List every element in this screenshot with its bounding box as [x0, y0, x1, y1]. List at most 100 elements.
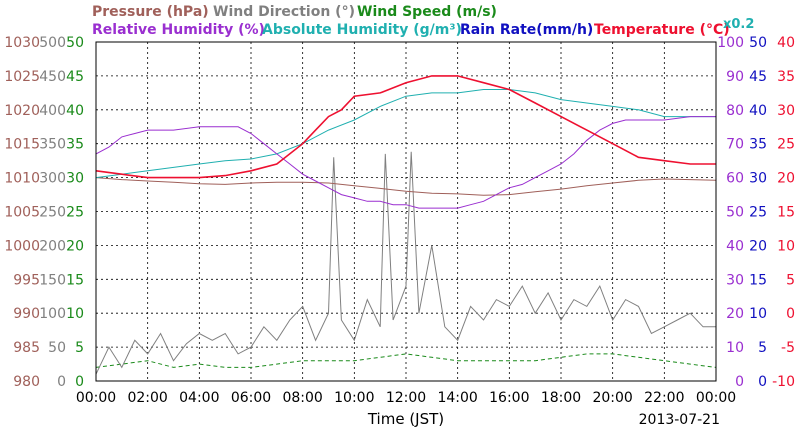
tick-label-temperature: -5 — [781, 340, 795, 356]
date-label: 2013-07-21 — [639, 412, 720, 428]
tick-label-humidity: 20 — [726, 306, 744, 322]
series-line — [95, 177, 717, 196]
left-axes: 1030102510201015101010051000995990985980… — [4, 35, 84, 390]
tick-label-rain: 40 — [749, 103, 767, 119]
tick-label-wind_speed: 35 — [66, 137, 84, 153]
tick-label-temperature: 20 — [777, 171, 795, 187]
tick-label-temperature: 0 — [786, 306, 795, 322]
x-tick-label: 18:00 — [541, 390, 581, 406]
tick-label-wind_speed: 30 — [66, 171, 84, 187]
header-label: Pressure (hPa) — [92, 4, 209, 20]
series-line — [95, 353, 717, 368]
tick-label-pressure: 1005 — [4, 205, 40, 221]
tick-label-humidity: 70 — [726, 137, 744, 153]
tick-label-wind_dir: 200 — [39, 238, 66, 254]
tick-label-rain: 50 — [749, 35, 767, 51]
tick-label-wind_dir: 250 — [39, 205, 66, 221]
chart-header: Pressure (hPa) Wind Direction (°) Wind Spe… — [92, 4, 754, 38]
plot-frame — [95, 41, 717, 382]
tick-label-rain: 5 — [758, 340, 767, 356]
tick-label-rain: 35 — [749, 137, 767, 153]
x-axis-title: Time (JST) — [367, 410, 444, 428]
tick-label-wind_dir: 500 — [39, 35, 66, 51]
tick-label-pressure: 1010 — [4, 171, 40, 187]
x-tick-label: 12:00 — [386, 390, 426, 406]
x-tick-label: 06:00 — [231, 390, 271, 406]
series-line — [95, 116, 716, 209]
tick-label-pressure: 990 — [13, 306, 40, 322]
x-tick-label: 14:00 — [437, 390, 477, 406]
tick-label-pressure: 1030 — [4, 35, 40, 51]
header-label: Rain Rate(mm/h) — [460, 22, 593, 38]
tick-label-temperature: 35 — [777, 69, 795, 85]
tick-label-wind_speed: 25 — [66, 205, 84, 221]
tick-label-pressure: 1020 — [4, 103, 40, 119]
multiplier-label: x0.2 — [723, 17, 754, 32]
x-tick-label: 22:00 — [644, 390, 684, 406]
tick-label-temperature: 15 — [777, 205, 795, 221]
tick-label-wind_speed: 15 — [66, 272, 84, 288]
tick-label-wind_speed: 5 — [75, 340, 84, 356]
tick-label-wind_speed: 0 — [75, 374, 84, 390]
series-line — [95, 75, 716, 179]
tick-label-temperature: 40 — [777, 35, 795, 51]
tick-label-temperature: 5 — [786, 272, 795, 288]
tick-label-wind_dir: 350 — [39, 137, 66, 153]
tick-label-wind_speed: 20 — [66, 238, 84, 254]
tick-label-humidity: 40 — [726, 238, 744, 254]
x-axis: 00:00 02:00 04:00 06:00 08:00 10:00 12:00 14:00… — [76, 390, 736, 428]
tick-label-rain: 20 — [749, 238, 767, 254]
tick-label-rain: 15 — [749, 272, 767, 288]
header-label: Wind Speed (m/s) — [357, 4, 497, 20]
tick-label-wind_dir: 150 — [39, 272, 66, 288]
x-tick-label: 00:00 — [696, 390, 736, 406]
header-label: Wind Direction (°) — [213, 4, 355, 20]
tick-label-humidity: 50 — [726, 205, 744, 221]
x-tick-label: 00:00 — [76, 390, 116, 406]
tick-label-humidity: 30 — [726, 272, 744, 288]
tick-label-temperature: 30 — [777, 103, 795, 119]
tick-label-pressure: 980 — [13, 374, 40, 390]
tick-label-wind_speed: 50 — [66, 35, 84, 51]
series-line — [95, 151, 716, 375]
tick-label-wind_speed: 40 — [66, 103, 84, 119]
tick-label-wind_dir: 400 — [39, 103, 66, 119]
tick-label-wind_dir: 100 — [39, 306, 66, 322]
tick-label-humidity: 0 — [735, 374, 744, 390]
tick-label-temperature: -10 — [772, 374, 795, 390]
tick-label-humidity: 10 — [726, 340, 744, 356]
header-label: Temperature (°C) — [594, 22, 730, 38]
x-tick-label: 02:00 — [127, 390, 167, 406]
tick-label-wind_speed: 10 — [66, 306, 84, 322]
tick-label-rain: 45 — [749, 69, 767, 85]
tick-label-rain: 10 — [749, 306, 767, 322]
tick-label-humidity: 60 — [726, 171, 744, 187]
tick-label-temperature: 25 — [777, 137, 795, 153]
tick-label-rain: 25 — [749, 205, 767, 221]
tick-label-rain: 0 — [758, 374, 767, 390]
x-tick-label: 16:00 — [489, 390, 529, 406]
right-axes: 1009080706050403020100504540353025201510… — [717, 35, 795, 390]
tick-label-wind_dir: 0 — [57, 374, 66, 390]
tick-label-humidity: 90 — [726, 69, 744, 85]
tick-label-pressure: 1000 — [4, 238, 40, 254]
header-label: Absolute Humidity (g/m³) — [262, 22, 462, 38]
tick-label-wind_dir: 50 — [48, 340, 66, 356]
tick-label-wind_speed: 45 — [66, 69, 84, 85]
tick-label-rain: 30 — [749, 171, 767, 187]
x-tick-label: 04:00 — [179, 390, 219, 406]
tick-label-humidity: 100 — [717, 35, 744, 51]
tick-label-temperature: 10 — [777, 238, 795, 254]
tick-label-pressure: 985 — [13, 340, 40, 356]
header-label: Relative Humidity (%) — [92, 22, 265, 38]
chart-grid — [96, 42, 716, 381]
tick-label-wind_dir: 300 — [39, 171, 66, 187]
tick-label-humidity: 80 — [726, 103, 744, 119]
x-tick-label: 20:00 — [592, 390, 632, 406]
tick-label-pressure: 995 — [13, 272, 40, 288]
tick-label-pressure: 1025 — [4, 69, 40, 85]
series-line — [95, 89, 716, 179]
tick-label-pressure: 1015 — [4, 137, 40, 153]
tick-label-wind_dir: 450 — [39, 69, 66, 85]
